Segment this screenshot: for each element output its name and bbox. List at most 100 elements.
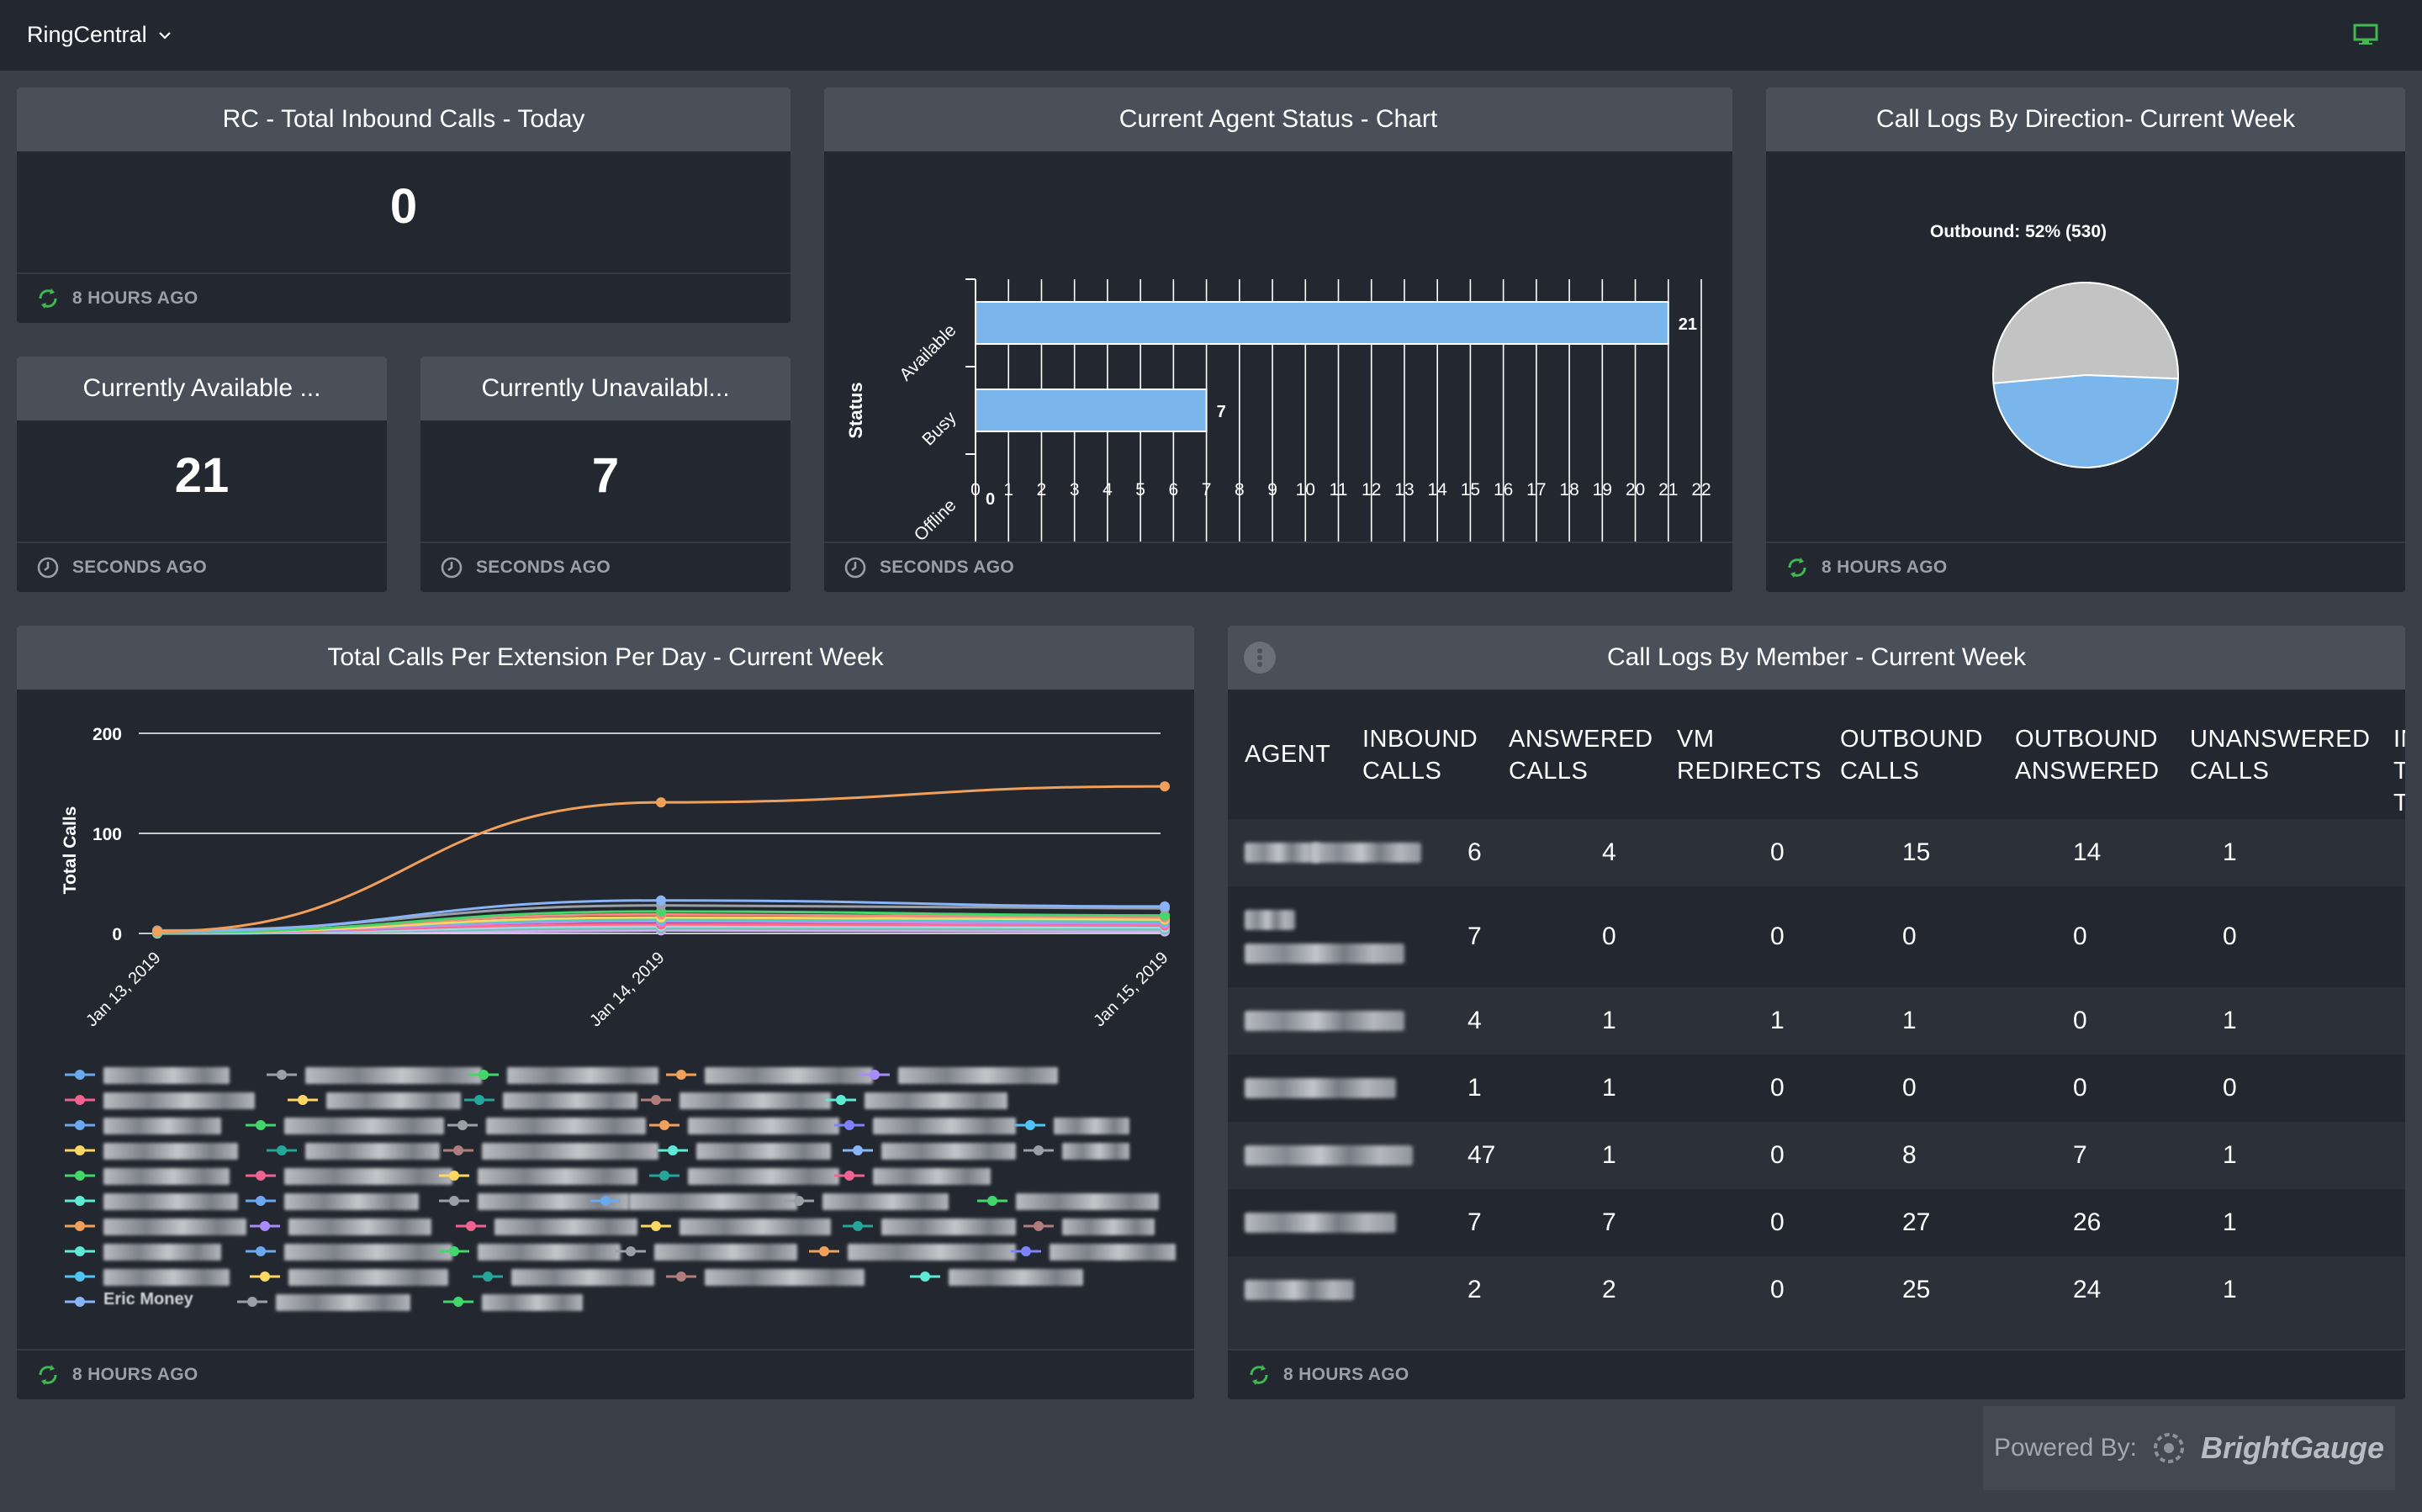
legend-item[interactable] bbox=[1009, 1242, 1186, 1261]
legend-item[interactable] bbox=[63, 1242, 231, 1261]
col-outbound-answered[interactable]: OUTBOUND ANSWERED bbox=[2015, 726, 2160, 785]
legend-item[interactable] bbox=[244, 1242, 463, 1261]
data-point[interactable] bbox=[152, 926, 162, 937]
table-row[interactable]: 7 7 0 27 26 1 bbox=[1228, 1189, 2405, 1256]
legend-item[interactable] bbox=[63, 1091, 265, 1109]
legend-item[interactable] bbox=[442, 1293, 593, 1311]
legend-marker-icon bbox=[616, 1246, 646, 1256]
legend-item[interactable] bbox=[63, 1267, 240, 1286]
bar[interactable] bbox=[975, 301, 1669, 345]
legend-item[interactable] bbox=[664, 1065, 883, 1084]
legend-item[interactable] bbox=[639, 1217, 841, 1235]
table-row[interactable]: 47 1 0 8 7 1 bbox=[1228, 1122, 2405, 1189]
legend-item[interactable]: Eric Money bbox=[63, 1290, 198, 1311]
x-tick-label: Jan 13, 2019 bbox=[82, 949, 164, 1030]
redacted-legend-label bbox=[103, 1168, 230, 1185]
legend-item[interactable] bbox=[664, 1267, 875, 1286]
legend-item[interactable] bbox=[1013, 1116, 1140, 1134]
dashboard-selector[interactable]: RingCentral bbox=[27, 22, 172, 48]
legend-item[interactable] bbox=[656, 1141, 841, 1160]
widget-available: Currently Available ... 21 SECONDS AGO bbox=[17, 357, 387, 592]
legend-item[interactable] bbox=[858, 1065, 1068, 1084]
legend-item[interactable] bbox=[614, 1242, 807, 1261]
legend-item[interactable] bbox=[244, 1192, 429, 1210]
legend-item[interactable] bbox=[437, 1192, 639, 1210]
legend-item[interactable] bbox=[248, 1217, 442, 1235]
redacted-agent-name bbox=[1312, 843, 1421, 863]
table-row-clipped bbox=[1228, 1324, 2405, 1349]
legend-item[interactable] bbox=[63, 1141, 248, 1160]
col-truncated[interactable]: IN T T bbox=[2393, 726, 2405, 817]
table-row[interactable]: 2 2 0 25 24 1 bbox=[1228, 1256, 2405, 1324]
legend-item[interactable] bbox=[589, 1192, 807, 1210]
legend-item[interactable] bbox=[463, 1091, 648, 1109]
legend-item[interactable] bbox=[471, 1267, 664, 1286]
legend-item[interactable] bbox=[244, 1166, 463, 1185]
legend-item[interactable] bbox=[442, 1141, 669, 1160]
legend-item[interactable] bbox=[244, 1116, 454, 1134]
more-options-icon[interactable] bbox=[1243, 641, 1277, 674]
legend-marker-icon bbox=[456, 1221, 486, 1231]
col-vm-redirects[interactable]: VM REDIRECTS bbox=[1677, 726, 1822, 785]
legend-item[interactable] bbox=[782, 1192, 959, 1210]
series-line[interactable] bbox=[156, 785, 1166, 933]
table-row[interactable]: 1 1 0 0 0 0 bbox=[1228, 1055, 2405, 1122]
legend-item[interactable] bbox=[235, 1293, 420, 1311]
table-cell: 1 bbox=[2223, 1007, 2237, 1034]
legend-item[interactable] bbox=[833, 1166, 1001, 1185]
legend-item[interactable] bbox=[1022, 1217, 1165, 1235]
data-point[interactable] bbox=[1160, 901, 1170, 912]
redacted-legend-label bbox=[284, 1244, 452, 1261]
legend-item-label: Eric Money bbox=[103, 1290, 193, 1308]
legend-item[interactable] bbox=[265, 1065, 492, 1084]
legend-item[interactable] bbox=[976, 1192, 1169, 1210]
legend-item[interactable] bbox=[833, 1116, 1026, 1134]
legend-item[interactable] bbox=[63, 1217, 256, 1235]
legend-item[interactable] bbox=[446, 1116, 656, 1134]
legend-marker-icon bbox=[267, 1070, 297, 1080]
legend-item[interactable] bbox=[1022, 1141, 1140, 1160]
redacted-legend-label bbox=[284, 1118, 444, 1134]
legend-marker-icon bbox=[843, 1145, 873, 1155]
legend-item[interactable] bbox=[63, 1192, 248, 1210]
legend-item[interactable] bbox=[841, 1141, 1026, 1160]
legend-item[interactable] bbox=[824, 1091, 1018, 1109]
monitor-icon[interactable] bbox=[2353, 24, 2378, 45]
pie-slice-outbound[interactable] bbox=[1992, 282, 2179, 384]
col-agent[interactable]: AGENT bbox=[1245, 741, 1331, 768]
col-inbound-calls[interactable]: INBOUND CALLS bbox=[1362, 726, 1478, 785]
legend-item[interactable] bbox=[648, 1166, 849, 1185]
legend-item[interactable] bbox=[648, 1116, 849, 1134]
table-row[interactable]: 6 4 0 15 14 1 bbox=[1228, 819, 2405, 886]
table-row[interactable]: 7 0 0 0 0 0 bbox=[1228, 886, 2405, 987]
widget-direction: Call Logs By Direction- Current Week Out… bbox=[1766, 87, 2405, 592]
legend-item[interactable] bbox=[63, 1116, 231, 1134]
legend-item[interactable] bbox=[454, 1217, 648, 1235]
legend-item[interactable] bbox=[841, 1217, 1026, 1235]
legend-item[interactable] bbox=[437, 1242, 631, 1261]
table-row[interactable]: 4 1 1 1 0 1 bbox=[1228, 987, 2405, 1055]
redacted-legend-label bbox=[688, 1168, 839, 1185]
data-point[interactable] bbox=[656, 797, 666, 808]
legend-item[interactable] bbox=[63, 1065, 240, 1084]
pie-slice-inbound[interactable] bbox=[1992, 373, 2179, 468]
legend-marker-icon bbox=[834, 1171, 865, 1181]
bar[interactable] bbox=[975, 389, 1208, 432]
legend-item[interactable] bbox=[639, 1091, 841, 1109]
legend-item[interactable] bbox=[437, 1166, 648, 1185]
data-point[interactable] bbox=[1160, 781, 1170, 792]
legend-item[interactable] bbox=[63, 1166, 240, 1185]
data-point[interactable] bbox=[656, 895, 666, 906]
legend-item[interactable] bbox=[286, 1091, 471, 1109]
col-unanswered-calls[interactable]: UNANSWERED CALLS bbox=[2190, 726, 2371, 785]
legend-item[interactable] bbox=[248, 1267, 458, 1286]
legend-item[interactable] bbox=[807, 1242, 1026, 1261]
legend-item[interactable] bbox=[265, 1141, 450, 1160]
col-answered-calls[interactable]: ANSWERED CALLS bbox=[1509, 726, 1653, 785]
legend-item[interactable] bbox=[908, 1267, 1093, 1286]
col-outbound-calls[interactable]: OUTBOUND CALLS bbox=[1840, 726, 1983, 785]
legend-item[interactable] bbox=[467, 1065, 669, 1084]
powered-by-badge[interactable]: Powered By: BrightGauge bbox=[1983, 1406, 2395, 1490]
data-point[interactable] bbox=[1160, 910, 1170, 921]
table-cell: 0 bbox=[2073, 923, 2087, 950]
